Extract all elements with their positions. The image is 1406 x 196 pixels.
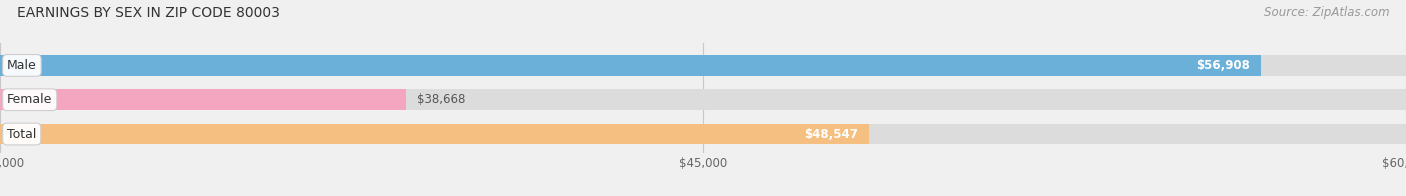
Text: EARNINGS BY SEX IN ZIP CODE 80003: EARNINGS BY SEX IN ZIP CODE 80003 [17,6,280,20]
Text: $48,547: $48,547 [804,128,858,141]
Bar [0,124,869,144]
Bar [0,89,1406,110]
Text: $38,668: $38,668 [418,93,465,106]
Text: Female: Female [7,93,52,106]
Text: Total: Total [7,128,37,141]
Text: Male: Male [7,59,37,72]
Bar [0,55,1261,76]
Bar [0,55,1406,76]
Bar [0,124,1406,144]
Bar [0,89,406,110]
Text: $56,908: $56,908 [1197,59,1250,72]
Text: Source: ZipAtlas.com: Source: ZipAtlas.com [1264,6,1389,19]
